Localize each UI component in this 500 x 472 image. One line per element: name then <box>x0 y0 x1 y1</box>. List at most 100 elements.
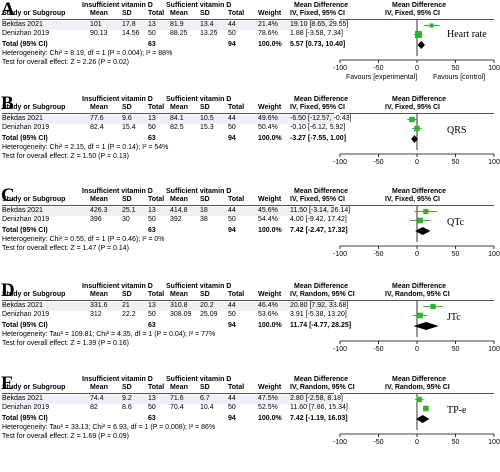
overall-effect-text: Test for overall effect: Z = 1.50 (P = 0… <box>2 153 129 160</box>
md-header-right: Mean Difference <box>392 2 447 9</box>
col-total-1: Total <box>148 10 165 17</box>
ci-text: 11.50 [-3.14, 26.14] <box>290 207 351 214</box>
total-ci: 7.42 [-1.19, 16.03] <box>290 415 348 422</box>
ci-text: 19.10 [8.65, 29.55] <box>290 21 349 28</box>
forest-plot: -100 -50 0 50 100 <box>333 394 500 446</box>
total-1: 50 <box>148 404 156 411</box>
col-method-right: IV, Fixed, 95% CI <box>385 196 440 203</box>
mean-2: 392 <box>170 216 182 223</box>
effect-square <box>423 208 429 215</box>
total-1: 50 <box>148 30 156 37</box>
col-mean-1: Mean <box>90 196 108 203</box>
group2-header: Sufficient vitamin D <box>166 96 232 103</box>
md-header-left: Mean Difference <box>294 283 349 290</box>
outcome-label: QRS <box>447 125 467 136</box>
total-label: Total (95% CI) <box>2 227 48 234</box>
total-weight: 100.0% <box>258 41 282 48</box>
group1-header: Insufficient vitamin D <box>82 96 153 103</box>
total-ci: 5.57 [0.73, 10.40] <box>290 41 346 48</box>
header-rule <box>2 113 334 114</box>
total-n1: 63 <box>148 322 156 329</box>
panel-a: A Insufficient vitamin D Sufficient vitami… <box>0 0 500 94</box>
mean-1: 90.13 <box>90 30 108 37</box>
heterogeneity-text: Heterogeneity: Tau² = 109.81; Chi² = 4.3… <box>2 331 216 338</box>
mean-1: 331.6 <box>90 302 108 309</box>
x-tick-label: -100 <box>333 439 347 446</box>
header-rule <box>2 393 334 394</box>
col-method-right: IV, Random, 95% CI <box>385 291 450 298</box>
total-1: 13 <box>148 21 156 28</box>
col-method-left: IV, Random, 95% CI <box>290 384 355 391</box>
panel-letter: A <box>1 0 15 20</box>
heterogeneity-text: Heterogeneity: Chi² = 2.15, df = 1 (P = … <box>2 144 169 151</box>
col-method-left: IV, Fixed, 95% CI <box>290 10 345 17</box>
mean-1: 82 <box>90 404 98 411</box>
col-total-2: Total <box>228 384 245 391</box>
x-tick-label: -100 <box>333 346 347 353</box>
md-header-left: Mean Difference <box>294 2 349 9</box>
header-rule <box>2 19 334 20</box>
total-2: 44 <box>228 395 236 402</box>
col-mean-2: Mean <box>170 291 188 298</box>
ci-text: 11.60 [7.86, 15.34] <box>290 404 348 411</box>
total-label: Total (95% CI) <box>2 41 48 48</box>
col-sd-2: SD <box>200 196 210 203</box>
col-total-2: Total <box>228 104 245 111</box>
pooled-diamond <box>415 227 431 235</box>
col-sd-1: SD <box>122 384 132 391</box>
study-name: Bekdas 2021 <box>2 115 43 122</box>
group1-header: Insufficient vitamin D <box>82 188 153 195</box>
col-mean-1: Mean <box>90 104 108 111</box>
favours-right: Favours [control] <box>433 74 485 81</box>
sd-1: 9.6 <box>122 115 132 122</box>
sd-2: 38 <box>200 216 208 223</box>
table-row: Denizhan 2019 82 8.6 50 70.4 10.4 50 52.5% 11.60… <box>2 404 348 413</box>
total-label: Total (95% CI) <box>2 415 48 422</box>
group1-header: Insufficient vitamin D <box>82 376 153 383</box>
x-tick-label: -100 <box>333 159 347 166</box>
total-2: 44 <box>228 302 236 309</box>
panel-letter: D <box>1 280 15 301</box>
header-rule-plot <box>340 205 494 206</box>
effect-square <box>417 312 423 319</box>
col-mean-2: Mean <box>170 10 188 17</box>
mean-1: 77.6 <box>90 115 104 122</box>
col-study: Study or Subgroup <box>2 196 66 203</box>
forest-plot: -100 -50 0 50 100 Favours [experimental] Favou… <box>333 20 500 81</box>
mean-1: 74.4 <box>90 395 104 402</box>
header-rule <box>2 205 334 206</box>
total-2: 50 <box>228 124 236 131</box>
mean-1: 426.3 <box>90 207 108 214</box>
ci-text: 20.80 [7.92, 33.68] <box>290 302 349 309</box>
total-2: 50 <box>228 404 236 411</box>
total-weight: 100.0% <box>258 415 282 422</box>
sd-1: 17.8 <box>122 21 136 28</box>
col-mean-2: Mean <box>170 104 188 111</box>
col-weight: Weight <box>258 291 282 298</box>
panel-b: B Insufficient vitamin D Sufficient vitami… <box>0 94 500 188</box>
mean-2: 70.4 <box>170 404 184 411</box>
panel-letter: B <box>1 93 14 114</box>
sd-2: 13.4 <box>200 21 214 28</box>
col-method-right: IV, Random, 95% CI <box>385 384 450 391</box>
total-1: 50 <box>148 311 156 318</box>
pooled-diamond <box>413 322 439 330</box>
pooled-diamond <box>411 135 418 143</box>
total-label: Total (95% CI) <box>2 135 48 142</box>
mean-1: 101 <box>90 21 102 28</box>
col-method-left: IV, Random, 95% CI <box>290 291 355 298</box>
panel-letter: E <box>1 373 14 394</box>
group2-header: Sufficient vitamin D <box>166 2 232 9</box>
pooled-diamond <box>416 415 430 423</box>
overall-effect-text: Test for overall effect: Z = 2.26 (P = 0… <box>2 59 129 66</box>
header-rule-plot <box>340 113 494 114</box>
study-name: Bekdas 2021 <box>2 207 43 214</box>
ci-text: -6.50 [-12.57, -0.43] <box>290 115 352 122</box>
mean-2: 310.8 <box>170 302 188 309</box>
col-weight: Weight <box>258 196 282 203</box>
total-n2: 94 <box>228 322 236 329</box>
total-1: 13 <box>148 302 156 309</box>
x-tick-label: -50 <box>373 346 383 353</box>
ci-text: -0.10 [-6.12, 5.92] <box>290 124 346 131</box>
table-row: Bekdas 2021 74.4 9.2 13 71.6 6.7 44 47.5% 2.80 [… <box>2 395 343 404</box>
